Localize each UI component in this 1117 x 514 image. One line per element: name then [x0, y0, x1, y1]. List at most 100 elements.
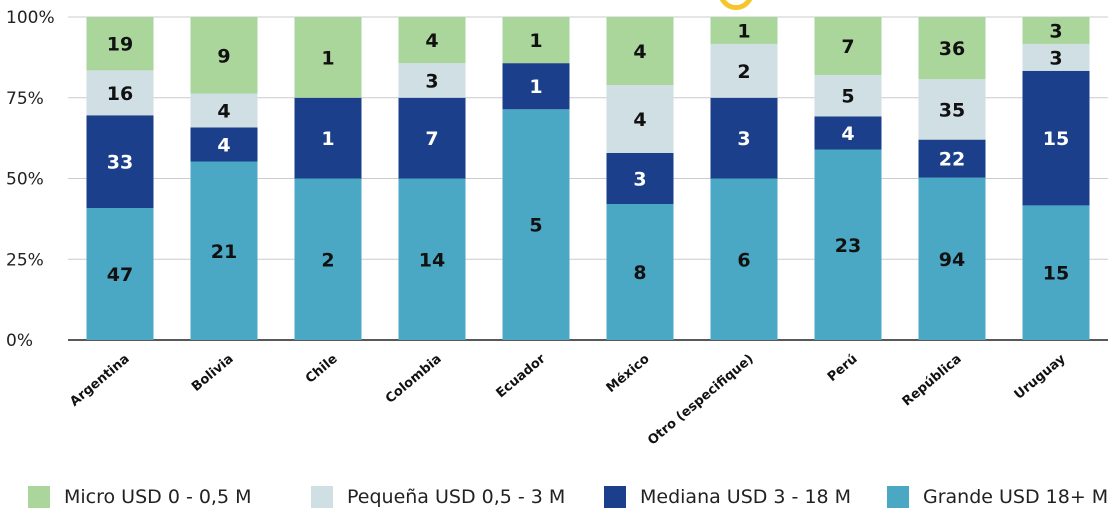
- data-label: 19: [107, 34, 133, 56]
- data-label: 2: [321, 249, 334, 271]
- bar-segment-argentina-pequena: [86, 70, 154, 116]
- y-tick-label: 75%: [6, 89, 44, 109]
- bars: 4733161921449211147345118344632123457942…: [86, 17, 1090, 341]
- bar-segment-ecuador-grande: [502, 109, 570, 341]
- data-label: 3: [737, 128, 750, 150]
- bar-segment-peru-pequena: [814, 74, 882, 117]
- y-tick-label: 100%: [6, 8, 55, 28]
- bar-segment-argentina-grande: [86, 207, 154, 340]
- bar-segment-chile-micro: [294, 17, 362, 98]
- legend-label-pequena: Pequeña USD 0,5 - 3 M: [347, 486, 566, 508]
- bar-segment-uruguay-grande: [1022, 205, 1090, 340]
- x-tick-label: Chile: [303, 351, 341, 386]
- legend-swatch-micro: [28, 486, 50, 508]
- data-label: 3: [1049, 20, 1062, 42]
- legend-item-mediana: Mediana USD 3 - 18 M: [604, 482, 851, 512]
- y-axis-ticks: 0% 25% 50% 75% 100%: [6, 8, 55, 351]
- legend-item-micro: Micro USD 0 - 0,5 M: [28, 482, 252, 512]
- bar-segment-argentina-mediana: [86, 115, 154, 208]
- data-label: 5: [841, 86, 854, 108]
- data-label: 1: [321, 128, 334, 150]
- bar-segment-chile-mediana: [294, 97, 362, 179]
- data-label: 47: [107, 264, 133, 286]
- data-label: 15: [1043, 263, 1069, 285]
- stacked-bar-chart: 4733161921449211147345118344632123457942…: [6, 8, 1108, 448]
- bar-segment-peru-micro: [814, 17, 882, 75]
- bar-segment-uruguay-mediana: [1022, 70, 1090, 206]
- x-tick-label: Perú: [825, 352, 861, 385]
- data-label: 15: [1043, 128, 1069, 150]
- bar-segment-otro-especifique-pequena: [710, 43, 778, 98]
- data-label: 14: [419, 249, 445, 271]
- bar-segment-colombia-pequena: [398, 63, 466, 98]
- legend-label-mediana: Mediana USD 3 - 18 M: [640, 486, 852, 508]
- x-tick-label: Ecuador: [494, 351, 549, 401]
- legend: Micro USD 0 - 0,5 M Pequeña USD 0,5 - 3 …: [0, 482, 1117, 512]
- y-tick-label: 0%: [6, 331, 33, 351]
- legend-item-pequena: Pequeña USD 0,5 - 3 M: [311, 482, 565, 512]
- legend-label-grande: Grande USD 18+ M: [923, 486, 1109, 508]
- bar-segment-ecuador-micro: [502, 17, 570, 64]
- data-label: 22: [939, 149, 965, 171]
- legend-swatch-grande: [887, 486, 909, 508]
- data-label: 4: [633, 41, 646, 63]
- bar-segment-colombia-micro: [398, 17, 466, 64]
- bar-segment-mexico-pequena: [606, 85, 674, 153]
- data-label: 3: [425, 70, 438, 92]
- bar-segment-mexico-micro: [606, 17, 674, 85]
- x-tick-label: México: [604, 352, 653, 396]
- x-axis-ticks: Argentina Bolivia Chile Colombia Ecuador Méxi…: [67, 351, 1069, 448]
- data-label: 21: [211, 241, 237, 263]
- legend-item-grande: Grande USD 18+ M: [887, 482, 1108, 512]
- bar-segment-colombia-mediana: [398, 97, 466, 179]
- data-label: 5: [529, 215, 542, 237]
- bar-segment-chile-grande: [294, 178, 362, 340]
- data-label: 4: [217, 101, 230, 123]
- data-label: 23: [835, 235, 861, 257]
- data-label: 3: [633, 169, 646, 191]
- y-tick-label: 50%: [6, 170, 44, 190]
- legend-swatch-mediana: [604, 486, 626, 508]
- bar-segment-peru-mediana: [814, 116, 882, 150]
- bar-segment-otro-especifique-micro: [710, 17, 778, 44]
- data-label: 35: [939, 99, 965, 121]
- data-label: 4: [217, 135, 230, 157]
- bar-segment-colombia-grande: [398, 178, 466, 340]
- bar-segment-bolivia-pequena: [190, 93, 258, 128]
- bar-segment-republica-pequena: [918, 79, 986, 140]
- bar-segment-otro-especifique-grande: [710, 178, 778, 340]
- bar-segment-uruguay-micro: [1022, 17, 1090, 44]
- data-label: 94: [939, 249, 965, 271]
- legend-swatch-pequena: [311, 486, 333, 508]
- data-label: 1: [321, 47, 334, 69]
- data-label: 4: [633, 109, 646, 131]
- bar-segment-ecuador-mediana: [502, 63, 570, 110]
- data-label: 3: [1049, 47, 1062, 69]
- bar-segment-republica-micro: [918, 17, 986, 80]
- data-label: 33: [107, 152, 133, 174]
- x-tick-label: República: [900, 352, 965, 410]
- data-label: 36: [939, 38, 965, 60]
- bar-segment-otro-especifique-mediana: [710, 97, 778, 179]
- x-tick-label: Colombia: [383, 352, 445, 407]
- bar-segment-republica-mediana: [918, 139, 986, 178]
- x-tick-label: Bolivia: [189, 352, 237, 395]
- bar-segment-uruguay-pequena: [1022, 43, 1090, 71]
- y-tick-label: 25%: [6, 250, 44, 270]
- bar-segment-mexico-grande: [606, 204, 674, 340]
- bar-segment-bolivia-grande: [190, 161, 258, 340]
- data-label: 7: [841, 36, 854, 58]
- data-label: 9: [217, 45, 230, 67]
- bar-segment-argentina-micro: [86, 17, 154, 71]
- bar-segment-bolivia-micro: [190, 17, 258, 94]
- data-label: 1: [737, 20, 750, 42]
- x-tick-label: Uruguay: [1012, 351, 1069, 402]
- data-label: 8: [633, 262, 646, 284]
- data-label: 7: [425, 128, 438, 150]
- data-label: 2: [737, 61, 750, 83]
- bar-segment-republica-grande: [918, 177, 986, 340]
- bar-segment-bolivia-mediana: [190, 127, 258, 162]
- data-label: 1: [529, 76, 542, 98]
- data-label: 4: [841, 123, 854, 145]
- bar-segment-mexico-mediana: [606, 153, 674, 204]
